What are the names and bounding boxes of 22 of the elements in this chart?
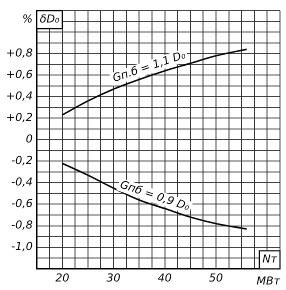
y-tick-label: +0,6 [6,68,33,82]
y-tick-label: +0,2 [6,111,33,124]
y-tick-label: 0 [26,132,33,146]
y-tick-label: -1,0 [11,240,33,254]
text: МВт [256,274,281,288]
y-tick-label: -0,6 [11,197,33,210]
x-axis-title: Nт [262,252,278,266]
y-axis-title: δD₀ [40,12,60,26]
y-tick-label: +0,8 [6,46,33,60]
line-series [62,162,248,230]
text: Gпб = 0,9 D₀ [118,178,192,214]
text: % [22,12,33,26]
x-tick-label: 50 [208,271,223,284]
text: Gп.б = 1,1 D₀ [110,48,188,85]
y-tick-label: +0,4 [6,90,33,103]
y-tick-label: -0,8 [11,218,33,232]
x-tick-label: 20 [55,271,70,284]
x-tick-label: 30 [106,271,121,284]
x-tick-label: 40 [158,271,172,284]
y-tick-label: -0,2 [11,154,33,168]
line-series [62,48,248,116]
y-tick-label: -0,4 [11,176,33,189]
